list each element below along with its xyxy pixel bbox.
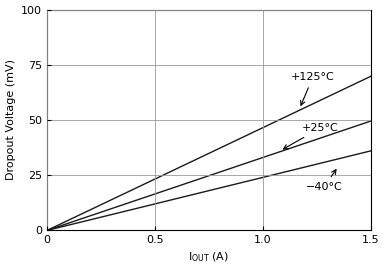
X-axis label: I$_\mathregular{OUT}$ (A): I$_\mathregular{OUT}$ (A) [188,251,229,264]
Y-axis label: Dropout Voltage (mV): Dropout Voltage (mV) [5,59,15,180]
Text: +125°C: +125°C [291,72,335,105]
Text: −40°C: −40°C [306,170,343,192]
Text: +25°C: +25°C [283,123,338,149]
